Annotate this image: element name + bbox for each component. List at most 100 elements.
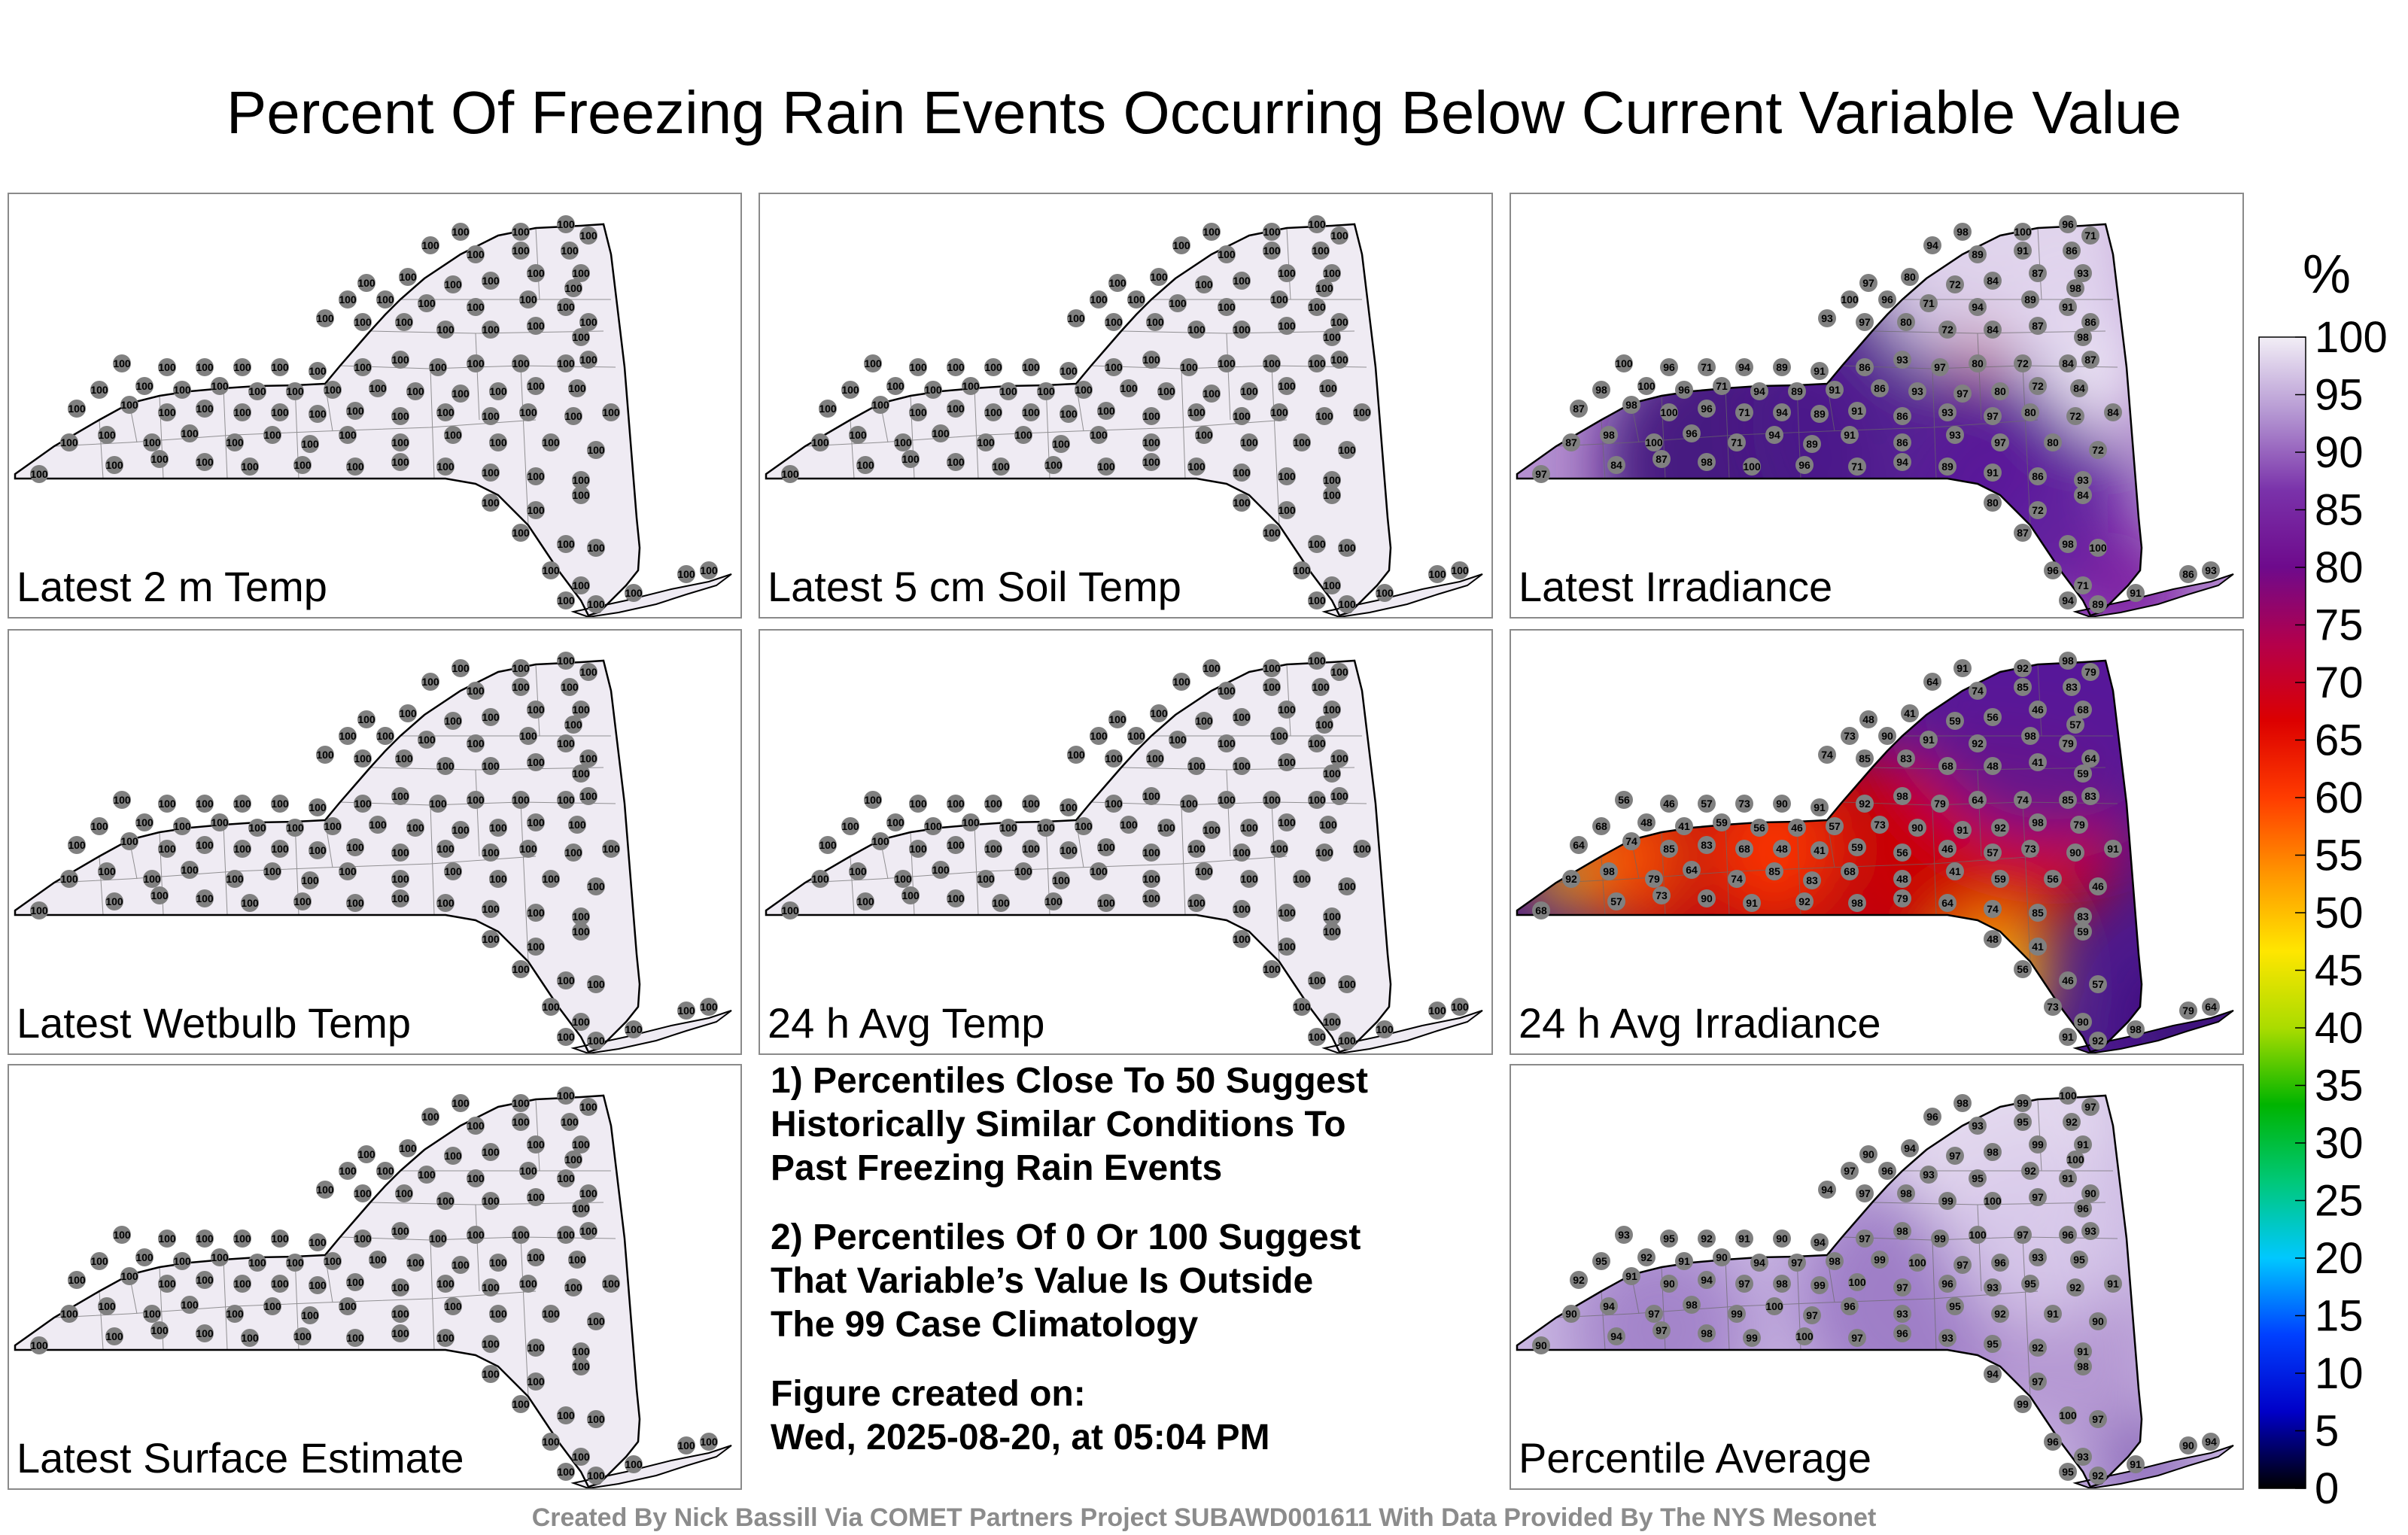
station-marker: 100 xyxy=(90,817,108,835)
station-value: 100 xyxy=(1120,819,1138,831)
station-marker: 100 xyxy=(512,1226,530,1244)
station-value: 100 xyxy=(376,730,394,742)
station-marker: 100 xyxy=(677,1436,695,1454)
station-value: 100 xyxy=(339,730,357,742)
station-value: 100 xyxy=(557,357,575,369)
station-marker: 98 xyxy=(2074,1357,2092,1375)
station-value: 100 xyxy=(1323,768,1341,780)
station-value: 93 xyxy=(1923,1169,1935,1181)
station-marker: 96 xyxy=(2044,561,2062,579)
station-marker: 96 xyxy=(1660,358,1678,376)
station-marker: 100 xyxy=(391,870,409,888)
station-marker: 100 xyxy=(561,678,579,696)
station-marker: 100 xyxy=(233,795,251,813)
station-value: 90 xyxy=(1565,1308,1577,1320)
station-marker: 100 xyxy=(1150,268,1168,286)
station-value: 100 xyxy=(1202,824,1221,836)
station-value: 98 xyxy=(1603,429,1615,441)
station-marker: 100 xyxy=(369,379,387,397)
station-marker: 100 xyxy=(1278,264,1296,282)
station-marker: 56 xyxy=(2014,960,2032,978)
station-marker: 100 xyxy=(1022,840,1040,858)
station-value: 100 xyxy=(196,403,214,415)
station-marker: 95 xyxy=(1660,1230,1678,1248)
station-marker: 100 xyxy=(947,358,965,376)
station-value: 100 xyxy=(625,1458,643,1470)
station-value: 93 xyxy=(2205,564,2217,576)
station-marker: 46 xyxy=(1938,840,1956,858)
station-value: 89 xyxy=(2024,293,2036,305)
station-marker: 96 xyxy=(1938,1275,1956,1293)
station-marker: 100 xyxy=(482,757,500,775)
station-value: 71 xyxy=(2077,579,2089,591)
station-marker: 79 xyxy=(1645,870,1663,888)
station-marker: 100 xyxy=(894,433,912,451)
station-marker: 100 xyxy=(602,403,620,421)
station-marker: 100 xyxy=(587,1467,605,1485)
station-value: 99 xyxy=(1731,1308,1743,1320)
station-value: 100 xyxy=(1233,410,1251,422)
station-marker: 100 xyxy=(901,450,920,468)
station-marker: 96 xyxy=(1683,424,1701,442)
station-marker: 100 xyxy=(1108,710,1126,728)
map-fill xyxy=(15,661,731,1053)
station-value: 100 xyxy=(1308,357,1326,369)
station-value: 100 xyxy=(587,1413,605,1425)
station-value: 100 xyxy=(1323,331,1341,343)
station-value: 57 xyxy=(2092,978,2104,990)
station-marker: 100 xyxy=(1067,309,1085,327)
station-marker: 71 xyxy=(1735,403,1753,421)
station-marker: 100 xyxy=(467,298,485,316)
station-marker: 100 xyxy=(924,817,942,835)
station-marker: 100 xyxy=(1319,379,1337,397)
station-marker: 91 xyxy=(1953,659,1972,677)
station-value: 100 xyxy=(1278,320,1296,332)
station-marker: 96 xyxy=(1878,290,1896,309)
station-value: 98 xyxy=(1896,1225,1908,1237)
station-value: 90 xyxy=(2069,847,2081,859)
station-marker: 100 xyxy=(1120,379,1138,397)
station-marker: 100 xyxy=(357,1145,375,1163)
station-value: 93 xyxy=(2077,1451,2089,1463)
station-marker: 97 xyxy=(1953,385,1972,403)
station-value: 100 xyxy=(301,1309,319,1321)
station-value: 100 xyxy=(977,436,995,448)
station-marker: 95 xyxy=(2021,1275,2039,1293)
station-value: 84 xyxy=(2073,382,2085,394)
station-value: 99 xyxy=(1941,1195,1953,1207)
station-value: 56 xyxy=(1753,822,1765,834)
station-value: 100 xyxy=(286,385,304,397)
station-value: 100 xyxy=(1323,704,1341,716)
station-value: 100 xyxy=(519,293,537,305)
station-marker: 100 xyxy=(1312,678,1330,696)
station-marker: 100 xyxy=(1142,351,1160,369)
station-value: 100 xyxy=(158,798,176,810)
station-marker: 100 xyxy=(519,290,537,309)
station-marker: 100 xyxy=(1142,889,1160,907)
station-value: 85 xyxy=(2017,681,2029,693)
station-marker: 98 xyxy=(1773,1275,1791,1293)
station-marker: 41 xyxy=(1811,841,1829,859)
station-marker: 93 xyxy=(1969,1117,1987,1135)
station-value: 100 xyxy=(512,357,530,369)
station-value: 80 xyxy=(1900,316,1912,328)
station-marker: 92 xyxy=(2089,1032,2107,1050)
station-marker: 100 xyxy=(512,791,530,809)
station-marker: 100 xyxy=(1645,433,1663,451)
station-value: 100 xyxy=(1142,410,1160,422)
station-value: 99 xyxy=(2017,1097,2029,1109)
station-value: 100 xyxy=(1187,843,1206,855)
station-value: 95 xyxy=(1663,1233,1675,1245)
station-value: 91 xyxy=(1923,734,1935,746)
station-value: 73 xyxy=(2024,843,2036,855)
station-marker: 100 xyxy=(811,433,829,451)
station-marker: 93 xyxy=(1920,1166,1938,1184)
station-marker: 72 xyxy=(2029,377,2047,395)
station-value: 83 xyxy=(2077,910,2089,923)
county-boundary xyxy=(1226,333,1231,421)
station-marker: 48 xyxy=(1773,840,1791,858)
station-value: 100 xyxy=(391,456,409,468)
station-marker: 100 xyxy=(572,1342,590,1360)
station-value: 98 xyxy=(2069,282,2081,294)
